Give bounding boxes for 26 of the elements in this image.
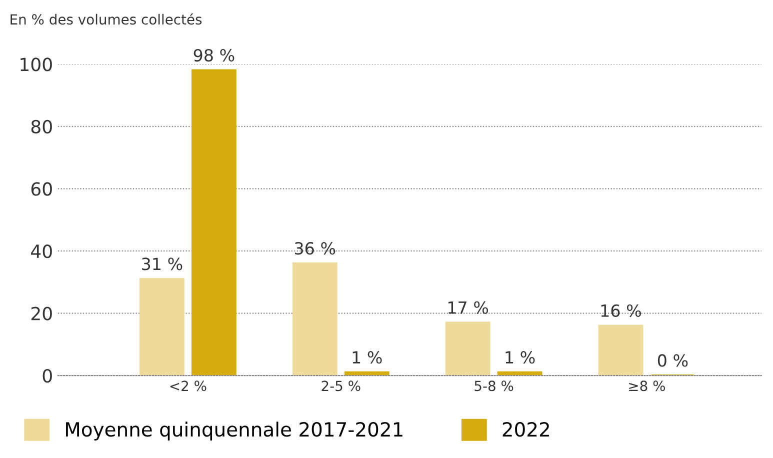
legend-label: 2022 <box>502 422 549 437</box>
y-tick-label: 20 <box>31 306 52 320</box>
x-tick-label: 5-8 % <box>474 380 514 392</box>
y-tick-label: 100 <box>20 58 52 72</box>
data-label: 0 % <box>658 354 688 367</box>
bar <box>192 69 236 376</box>
data-label: 98 % <box>194 48 234 62</box>
y-tick-label: 60 <box>31 182 52 196</box>
bar <box>598 324 644 376</box>
legend-label: Moyenne quinquennale 2017-2021 <box>66 422 402 440</box>
y-tick-label: 0 <box>42 369 52 383</box>
y-tick-label: 40 <box>31 244 52 258</box>
y-axis-title: En % des volumes collectés <box>10 13 202 25</box>
data-label: 36 % <box>294 242 336 255</box>
bar <box>292 262 338 376</box>
data-label: 17 % <box>448 301 488 314</box>
data-label: 16 % <box>601 304 641 317</box>
data-label: 31 % <box>142 258 182 270</box>
data-label: 1 % <box>352 351 382 364</box>
bar <box>445 322 490 376</box>
x-tick-label: ≥8 % <box>629 380 665 392</box>
x-tick-label: 2-5 % <box>322 380 360 392</box>
x-tick-label: <2 % <box>170 380 206 392</box>
bar <box>140 278 184 376</box>
data-label: 1 % <box>506 351 535 364</box>
y-tick-label: 80 <box>31 120 52 134</box>
